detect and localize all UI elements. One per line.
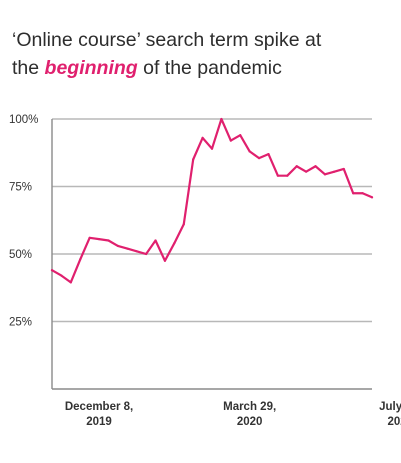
axes <box>51 119 372 390</box>
data-point <box>210 147 214 150</box>
y-tick-labels: 25% 50% 75% 100% <box>9 114 38 329</box>
y-tick-label: 50% <box>9 249 32 261</box>
series <box>50 117 374 284</box>
data-point <box>370 196 374 199</box>
data-point <box>361 192 364 195</box>
data-point <box>314 165 317 168</box>
data-point <box>69 281 72 284</box>
y-tick-label: 100% <box>9 114 38 126</box>
data-point <box>305 170 308 173</box>
data-point <box>79 258 82 261</box>
title-emphasis: beginning <box>44 57 138 79</box>
x-tick-labels: December 8,2019 March 29,2020 July 19,2020 <box>65 401 401 428</box>
data-point <box>116 244 119 247</box>
data-point <box>173 242 176 245</box>
x-tick-label: December 8, 2019 <box>65 401 133 428</box>
data-point <box>295 165 298 168</box>
data-point <box>257 157 261 160</box>
data-point <box>182 223 185 226</box>
x-tick-label: July 19,2020 <box>379 401 401 428</box>
data-point <box>126 247 129 250</box>
title-line-1: ‘Online course’ search term spike at <box>12 29 322 51</box>
chart-title: ‘Online course’ search term spike at the… <box>12 26 392 82</box>
y-tick-label: 75% <box>9 182 32 194</box>
data-point <box>50 269 54 272</box>
data-point <box>97 238 101 241</box>
data-point <box>60 274 63 277</box>
x-tick-label: March 29, 2020 <box>223 401 276 428</box>
data-point <box>135 250 138 253</box>
series-line <box>50 117 374 284</box>
data-point <box>163 259 167 262</box>
data-point <box>352 192 355 195</box>
data-point <box>342 167 345 171</box>
data-point <box>107 239 110 242</box>
data-point <box>88 236 91 239</box>
data-point <box>248 150 251 153</box>
title-line-2-suffix: of the pandemic <box>137 57 282 79</box>
data-point <box>201 136 204 139</box>
data-point <box>276 174 279 177</box>
y-tick-label: 25% <box>9 317 32 329</box>
title-line-2-prefix: the <box>12 57 45 79</box>
data-point <box>192 158 195 161</box>
data-point <box>154 239 157 242</box>
gridlines <box>52 118 372 323</box>
data-point <box>267 153 270 156</box>
data-point <box>323 173 327 176</box>
data-point <box>239 134 242 137</box>
data-point <box>333 170 336 173</box>
data-point <box>229 139 232 142</box>
data-point <box>220 117 223 121</box>
data-point <box>286 174 289 177</box>
data-point <box>145 252 148 256</box>
